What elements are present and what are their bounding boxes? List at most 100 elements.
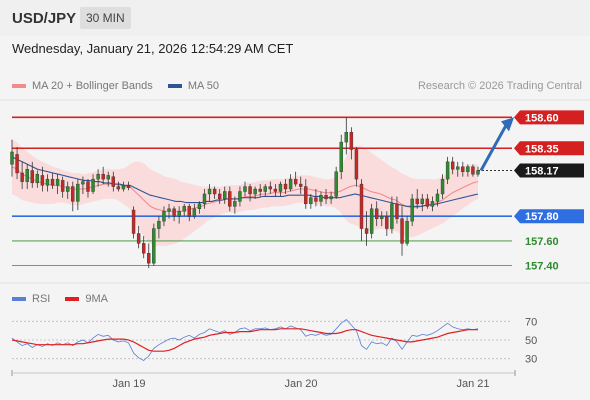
price-label-157-40: 157.40 xyxy=(525,261,559,273)
candle xyxy=(76,179,80,211)
candle xyxy=(420,193,424,212)
candle-body xyxy=(60,180,65,192)
candle-body xyxy=(450,161,455,170)
candle xyxy=(60,176,65,198)
candle xyxy=(136,226,141,249)
candle-body xyxy=(187,206,191,217)
candle-body xyxy=(364,228,369,234)
candle xyxy=(349,127,354,160)
candle xyxy=(121,181,126,192)
ma20-legend-label: MA 20 + Bollinger Bands xyxy=(32,80,153,93)
candle xyxy=(374,201,379,227)
candle xyxy=(385,211,389,236)
candle-body xyxy=(354,149,359,180)
rsi-swatch xyxy=(12,297,26,302)
candle xyxy=(177,206,181,224)
price-tag-text: 158.35 xyxy=(525,143,559,155)
candle xyxy=(35,170,40,188)
candle xyxy=(359,179,364,241)
interval-badge[interactable]: 30 MIN xyxy=(80,7,131,29)
candle xyxy=(319,191,323,207)
candle xyxy=(152,223,156,266)
candle-body xyxy=(385,216,389,229)
candle xyxy=(354,147,359,187)
candle xyxy=(217,189,222,204)
copyright-text: Research © 2026 Trading Central xyxy=(417,80,582,92)
price-tag-158-60: 158.60 xyxy=(514,110,584,125)
price-tag-158-17: 158.17 xyxy=(514,163,584,178)
x-tick-label: Jan 20 xyxy=(284,378,317,390)
candle-body xyxy=(309,197,313,205)
candle xyxy=(405,216,409,246)
candle-body xyxy=(131,209,136,234)
candle xyxy=(309,193,313,209)
projection-arrow-head xyxy=(501,117,514,132)
price-tag-158-35: 158.35 xyxy=(514,141,584,156)
candle-body xyxy=(425,198,430,207)
ma50-swatch xyxy=(167,84,182,89)
candle-body xyxy=(359,183,364,229)
candle xyxy=(66,181,70,199)
candle xyxy=(425,193,430,209)
projection-arrow-line xyxy=(479,124,508,172)
candle-body xyxy=(147,253,151,264)
candle xyxy=(40,166,45,192)
candle xyxy=(329,191,333,204)
candle xyxy=(116,181,121,192)
candle-body xyxy=(50,178,55,186)
candle xyxy=(10,139,14,177)
candle-body xyxy=(263,186,267,192)
candle xyxy=(81,176,85,194)
candle xyxy=(30,161,34,188)
symbol-title: USD/JPY xyxy=(12,10,77,27)
candle xyxy=(293,171,298,187)
candle xyxy=(430,196,435,212)
candle xyxy=(172,206,176,222)
candle-body xyxy=(121,185,126,190)
candle xyxy=(233,196,237,214)
candle xyxy=(238,186,242,207)
candle xyxy=(450,156,455,175)
candle-body xyxy=(172,208,176,217)
candle xyxy=(364,211,369,246)
candle-body xyxy=(111,176,116,187)
candle xyxy=(471,164,475,177)
candle-body xyxy=(10,151,14,165)
candle xyxy=(304,179,308,209)
candle-body xyxy=(435,193,440,202)
candle xyxy=(456,161,460,177)
candle-body xyxy=(278,183,283,192)
candle xyxy=(390,196,394,234)
x-tick-label: Jan 21 xyxy=(456,378,489,390)
ma20-swatch xyxy=(12,84,26,89)
candle xyxy=(228,186,232,212)
candle-body xyxy=(390,203,394,229)
x-axis-layer: Jan 19 Jan 20 Jan 21 xyxy=(11,370,516,390)
candle-body xyxy=(319,195,323,202)
rsi-layer: 70 50 30 xyxy=(11,316,537,366)
candle xyxy=(314,189,318,207)
candle-body xyxy=(15,154,19,174)
candle xyxy=(263,184,267,197)
candle-body xyxy=(253,188,257,195)
candle xyxy=(344,117,349,155)
x-tick-label: Jan 19 xyxy=(112,378,145,390)
price-label-157-60: 157.60 xyxy=(525,236,559,248)
candle-body xyxy=(223,191,227,200)
candle xyxy=(207,184,212,202)
candle-body xyxy=(197,203,202,210)
price-tags-layer: 158.60 158.35 158.17 157.80 157.60 157.40 xyxy=(514,110,584,273)
candle-body xyxy=(349,131,354,150)
candle-body xyxy=(66,186,70,192)
candle xyxy=(248,184,252,202)
candle xyxy=(380,211,384,227)
candle-body xyxy=(374,208,379,219)
candle xyxy=(96,169,100,187)
candle-body xyxy=(334,171,338,197)
candle-body xyxy=(228,191,232,207)
candle-body xyxy=(40,175,45,186)
candle xyxy=(131,206,136,239)
candle-body xyxy=(415,198,419,205)
price-tag-bg xyxy=(514,163,584,178)
